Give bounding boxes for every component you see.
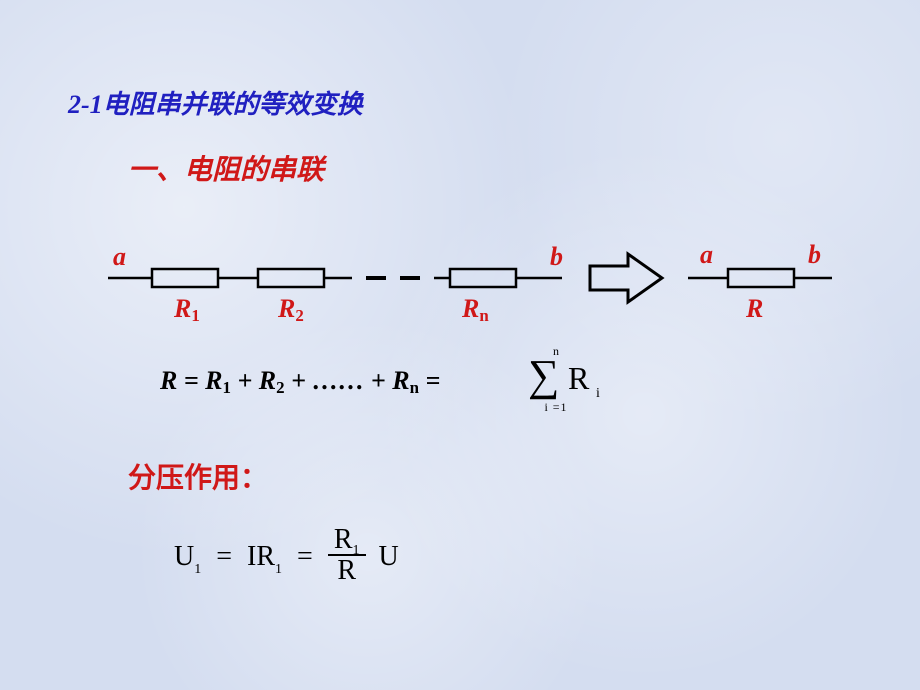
label-R2: R2 bbox=[278, 294, 304, 324]
Ri-letter: R bbox=[568, 360, 589, 396]
f-p1: + R bbox=[231, 366, 276, 395]
Rn-sub: n bbox=[479, 306, 488, 325]
terminal-a1: a bbox=[113, 242, 126, 272]
vf-eq2: = bbox=[289, 541, 321, 572]
label-b2: b bbox=[808, 240, 821, 269]
R2-letter: R bbox=[278, 294, 295, 323]
vf-I: I bbox=[247, 541, 256, 572]
series-formula: R = R1 + R2 + …… + Rn = bbox=[160, 366, 440, 396]
f-s1: 1 bbox=[223, 378, 231, 397]
divider-heading: 分压作用： bbox=[128, 456, 268, 496]
summation: n ∑ i =1 R i bbox=[528, 344, 618, 414]
sum-Ri-sub: i bbox=[596, 386, 600, 402]
terminal-b2: b bbox=[808, 240, 821, 270]
vf-num: R bbox=[334, 524, 353, 555]
Ri-sub: i bbox=[596, 386, 600, 401]
f-lhs: R = R bbox=[160, 366, 223, 395]
sum-lower: i =1 bbox=[536, 400, 576, 415]
circuit-diagram bbox=[0, 0, 920, 690]
vf-U1sub: 1 bbox=[194, 562, 201, 577]
sum-Ri: R bbox=[568, 360, 589, 397]
sigma-symbol: ∑ bbox=[528, 354, 559, 398]
label-Req: R bbox=[746, 294, 763, 324]
terminal-b1: b bbox=[550, 242, 563, 272]
R2-sub: 2 bbox=[295, 306, 303, 325]
vf-eq1: = bbox=[208, 541, 240, 572]
f-s2: 2 bbox=[276, 378, 284, 397]
R1-sub: 1 bbox=[191, 306, 199, 325]
label-b1: b bbox=[550, 242, 563, 271]
Rn-letter: R bbox=[462, 294, 479, 323]
arrow-icon bbox=[590, 254, 662, 302]
f-sn: n bbox=[410, 378, 419, 397]
label-a1: a bbox=[113, 242, 126, 271]
label-a2: a bbox=[700, 240, 713, 269]
f-p2: + …… + R bbox=[285, 366, 410, 395]
terminal-a2: a bbox=[700, 240, 713, 270]
sum-bot-text: i =1 bbox=[544, 400, 567, 414]
Req-letter: R bbox=[746, 294, 763, 323]
vf-R1: R bbox=[256, 541, 275, 572]
label-R1: R1 bbox=[174, 294, 200, 324]
vf-den: R bbox=[337, 555, 356, 586]
divider-text: 分压作用： bbox=[128, 463, 268, 494]
voltage-formula: U1 = IR1 = R1 R U bbox=[174, 528, 399, 589]
vf-U: U bbox=[373, 541, 399, 572]
R1-letter: R bbox=[174, 294, 191, 323]
vf-R1sub: 1 bbox=[275, 562, 282, 577]
label-Rn: Rn bbox=[462, 294, 489, 324]
f-eq: = bbox=[419, 366, 440, 395]
vf-numsub: 1 bbox=[353, 543, 360, 558]
vf-U1: U bbox=[174, 541, 194, 572]
